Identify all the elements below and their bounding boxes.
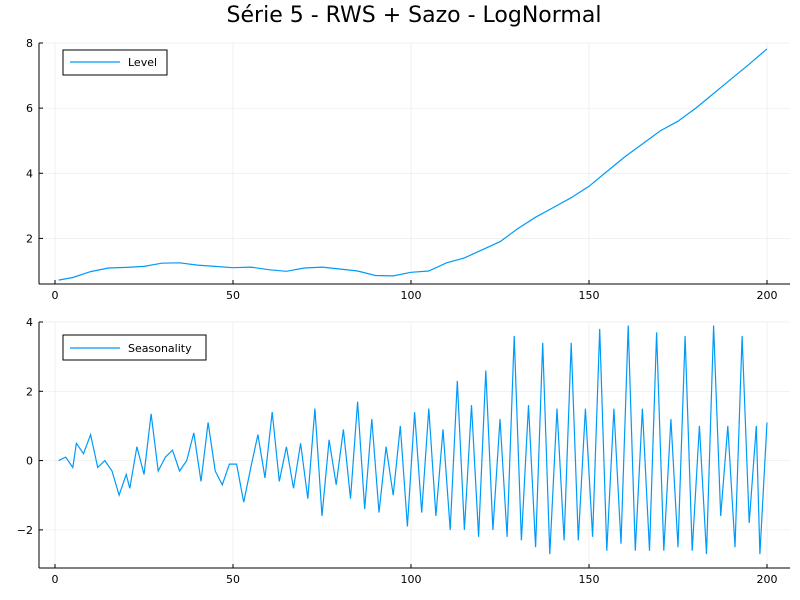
level-xtick-label-4: 200 xyxy=(757,289,778,302)
seasonality-ytick-label-2: 2 xyxy=(26,385,33,398)
level-legend: Level xyxy=(62,49,168,76)
level-xtick-label-2: 100 xyxy=(401,289,422,302)
seasonality-legend-label: Seasonality xyxy=(128,342,192,355)
level-xtick-label-0: 0 xyxy=(52,289,59,302)
seasonality-xtick-label-1: 50 xyxy=(226,573,240,586)
seasonality-xtick-label-4: 200 xyxy=(757,573,778,586)
seasonality-xtick-label-3: 150 xyxy=(579,573,600,586)
level-grid xyxy=(39,42,790,284)
level-xtick-label-1: 50 xyxy=(226,289,240,302)
level-tick-marks xyxy=(39,42,768,284)
level-ytick-label-1: 4 xyxy=(26,167,33,180)
seasonality-legend: Seasonality xyxy=(62,334,207,361)
seasonality-grid xyxy=(39,321,790,568)
seasonality-ytick-label-1: 0 xyxy=(26,455,33,468)
level-legend-label: Level xyxy=(128,56,157,69)
seasonality-ytick-label-0: −2 xyxy=(17,524,33,537)
chart-title: Série 5 - RWS + Sazo - LogNormal xyxy=(227,3,602,28)
seasonality-xtick-label-2: 100 xyxy=(401,573,422,586)
level-panel: 0 50 100 150 200 2 4 6 8 Level xyxy=(26,37,790,302)
level-ytick-label-2: 6 xyxy=(26,102,33,115)
level-xtick-label-3: 150 xyxy=(579,289,600,302)
seasonality-series-line xyxy=(58,325,768,555)
seasonality-panel: 0 50 100 150 200 −2 0 2 4 Seasonality xyxy=(17,316,790,586)
level-ytick-label-0: 2 xyxy=(26,232,33,245)
seasonality-ytick-label-3: 4 xyxy=(26,316,33,329)
level-ytick-label-3: 8 xyxy=(26,37,33,50)
seasonality-xtick-label-0: 0 xyxy=(52,573,59,586)
seasonality-tick-marks xyxy=(39,321,768,568)
level-series-line xyxy=(58,48,768,281)
